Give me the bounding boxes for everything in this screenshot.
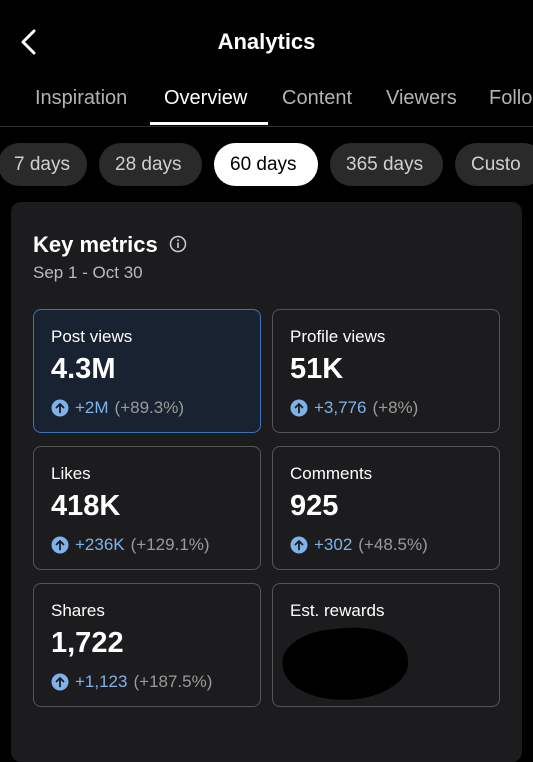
tab-underline bbox=[150, 122, 268, 125]
chip[interactable]: 60 days bbox=[214, 143, 318, 186]
metrics-card: Key metrics Sep 1 - Oct 30 Post views 4.3… bbox=[11, 202, 522, 762]
metric-label: Shares bbox=[51, 601, 105, 620]
up-arrow-icon bbox=[290, 536, 308, 554]
info-icon[interactable] bbox=[169, 235, 187, 253]
metric-value: 418K bbox=[51, 490, 121, 522]
metric-label: Comments bbox=[290, 464, 373, 483]
metric-value: 51K bbox=[290, 353, 344, 385]
redaction bbox=[279, 621, 412, 707]
back-button[interactable] bbox=[18, 28, 40, 56]
metric-tile[interactable]: Profile views 51K +3,776 (+8%) bbox=[272, 309, 500, 433]
metric-tile[interactable]: Post views 4.3M +2M (+89.3%) bbox=[33, 309, 261, 433]
tab[interactable]: Inspiration bbox=[35, 87, 128, 109]
metric-change: +2M (+89.3%) bbox=[51, 398, 184, 418]
metric-label: Profile views bbox=[290, 327, 386, 346]
tab[interactable]: Overview bbox=[164, 87, 248, 109]
tab[interactable]: Content bbox=[282, 87, 353, 109]
metric-tile[interactable]: Est. rewards bbox=[272, 583, 500, 707]
metric-label: Likes bbox=[51, 464, 91, 483]
metric-value: 1,722 bbox=[51, 627, 124, 659]
up-arrow-icon bbox=[51, 673, 69, 691]
metric-label: Est. rewards bbox=[290, 601, 385, 620]
metric-value: 925 bbox=[290, 490, 339, 522]
header-title: Analytics bbox=[217, 29, 316, 54]
tab[interactable]: Follo bbox=[489, 87, 533, 109]
screen: {"header":{"title":"Analytics"}, "tabs":… bbox=[0, 28, 533, 762]
metric-tile[interactable]: Shares 1,722 +1,123 (+187.5%) bbox=[33, 583, 261, 707]
up-arrow-icon bbox=[290, 399, 308, 417]
metric-change: +3,776 (+8%) bbox=[290, 398, 418, 418]
chip[interactable]: Custo bbox=[455, 143, 533, 186]
change-value: +3,776 bbox=[314, 398, 367, 417]
metric-label: Post views bbox=[51, 327, 133, 346]
chip[interactable]: 28 days bbox=[99, 143, 202, 186]
up-arrow-icon bbox=[51, 536, 69, 554]
divider bbox=[0, 126, 533, 127]
change-value: +2M bbox=[75, 398, 109, 417]
change-value: +302 bbox=[314, 535, 353, 554]
change-percent: (+48.5%) bbox=[358, 535, 428, 554]
change-value: +1,123 bbox=[75, 672, 128, 691]
metric-change: +1,123 (+187.5%) bbox=[51, 672, 212, 692]
metric-tile[interactable]: Likes 418K +236K (+129.1%) bbox=[33, 446, 261, 570]
card-title: Key metrics bbox=[33, 232, 158, 257]
change-percent: (+89.3%) bbox=[114, 398, 184, 417]
chip[interactable]: 365 days bbox=[330, 143, 443, 186]
tab[interactable]: Viewers bbox=[386, 87, 457, 109]
date-range: Sep 1 - Oct 30 bbox=[33, 263, 143, 282]
change-percent: (+187.5%) bbox=[133, 672, 213, 691]
metric-tile[interactable]: Comments 925 +302 (+48.5%) bbox=[272, 446, 500, 570]
metric-change: +302 (+48.5%) bbox=[290, 535, 428, 555]
change-percent: (+8%) bbox=[372, 398, 419, 417]
change-percent: (+129.1%) bbox=[130, 535, 210, 554]
change-value: +236K bbox=[75, 535, 125, 554]
metric-value: 4.3M bbox=[51, 353, 116, 385]
up-arrow-icon bbox=[51, 399, 69, 417]
metric-change: +236K (+129.1%) bbox=[51, 535, 210, 555]
chip[interactable]: 7 days bbox=[0, 143, 87, 186]
